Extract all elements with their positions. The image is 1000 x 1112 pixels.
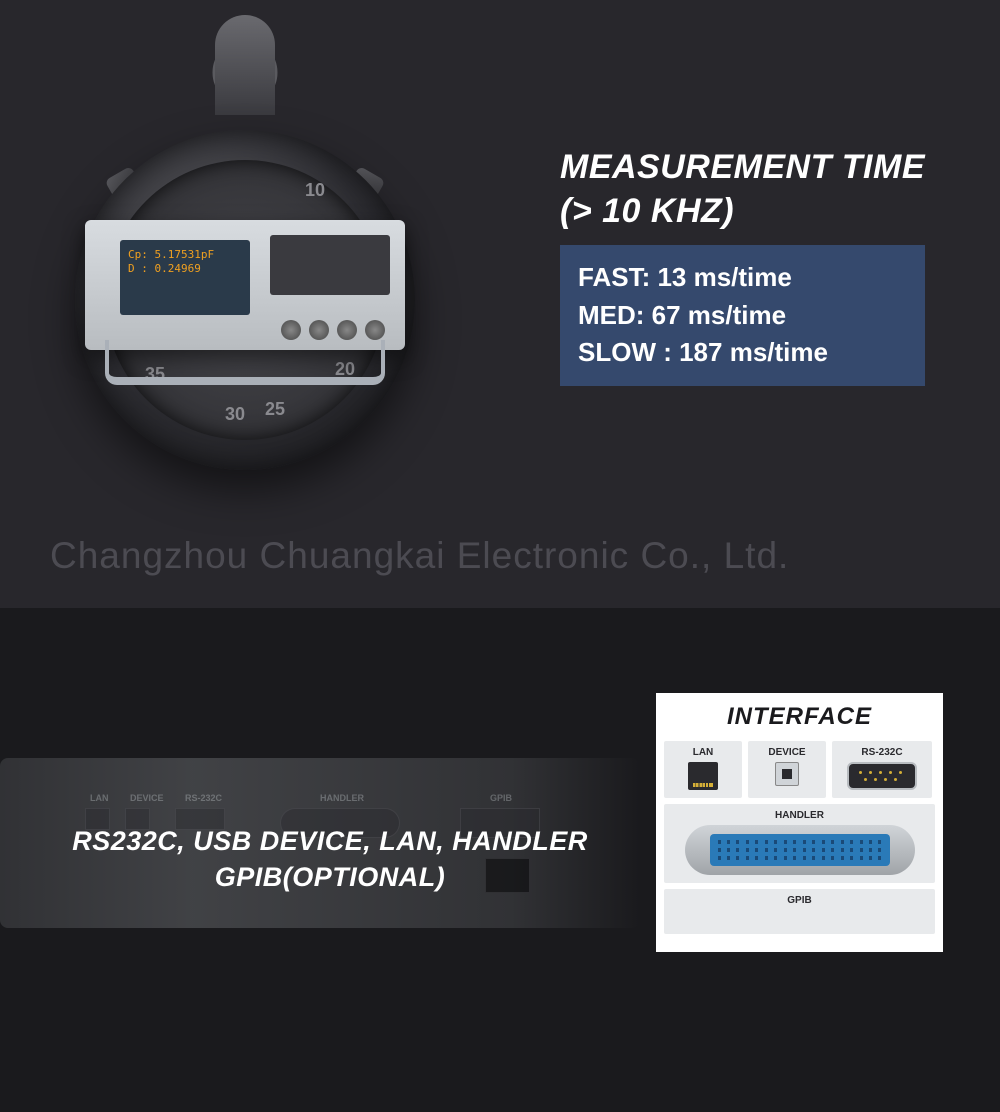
backpanel-label-handler: HANDLER	[320, 793, 364, 803]
measurement-time-values-box: FAST: 13 ms/time MED: 67 ms/time SLOW : …	[560, 245, 925, 386]
interface-port-device: DEVICE	[748, 741, 826, 798]
measurement-slow: SLOW : 187 ms/time	[578, 334, 907, 372]
serial-jack-icon	[847, 762, 917, 790]
backpanel-label-gpib: GPIB	[490, 793, 512, 803]
title-line-2: (> 10 KHZ)	[560, 189, 925, 233]
measurement-time-section: 10 20 25 30 35 Cp: 5.17531pF D : 0.24969	[0, 0, 1000, 608]
interface-section: LAN DEVICE RS-232C HANDLER GPIB RS232C, …	[0, 608, 1000, 1112]
interface-card-title: INTERFACE	[664, 703, 935, 731]
meter-reading-2: D : 0.24969	[128, 262, 242, 276]
handler-jack-icon	[685, 825, 915, 875]
interface-port-rs232c: RS-232C	[832, 741, 932, 798]
stopwatch-number: 30	[225, 404, 245, 425]
backpanel-label-lan: LAN	[90, 793, 109, 803]
port-label-device: DEVICE	[768, 747, 805, 758]
port-label-handler: HANDLER	[775, 810, 824, 821]
interface-text-line-1: RS232C, USB DEVICE, LAN, HANDLER	[50, 823, 610, 859]
stopwatch-illustration: 10 20 25 30 35 Cp: 5.17531pF D : 0.24969	[55, 30, 435, 530]
lcr-meter-illustration: Cp: 5.17531pF D : 0.24969	[85, 220, 405, 350]
measurement-fast: FAST: 13 ms/time	[578, 259, 907, 297]
interface-port-handler: HANDLER	[664, 804, 935, 883]
interface-summary-text: RS232C, USB DEVICE, LAN, HANDLER GPIB(OP…	[50, 823, 610, 896]
backpanel-label-rs232c: RS-232C	[185, 793, 222, 803]
usb-jack-icon	[775, 762, 799, 786]
interface-port-lan: LAN	[664, 741, 742, 798]
stopwatch-number: 25	[265, 399, 285, 420]
title-line-1: MEASUREMENT TIME	[560, 145, 925, 189]
measurement-time-title: MEASUREMENT TIME (> 10 KHZ)	[560, 145, 925, 233]
meter-reading-1: Cp: 5.17531pF	[128, 248, 242, 262]
port-label-rs232c: RS-232C	[861, 747, 902, 758]
interface-port-gpib: GPIB	[664, 889, 935, 934]
interface-card: INTERFACE LAN DEVICE RS-232C	[656, 693, 943, 952]
backpanel-label-device: DEVICE	[130, 793, 164, 803]
port-label-gpib: GPIB	[787, 895, 811, 906]
measurement-med: MED: 67 ms/time	[578, 297, 907, 335]
company-watermark: Changzhou Chuangkai Electronic Co., Ltd.	[50, 535, 789, 577]
stopwatch-number: 10	[305, 180, 325, 201]
interface-text-line-2: GPIB(OPTIONAL)	[50, 859, 610, 895]
lan-jack-icon	[688, 762, 718, 790]
port-label-lan: LAN	[693, 747, 714, 758]
